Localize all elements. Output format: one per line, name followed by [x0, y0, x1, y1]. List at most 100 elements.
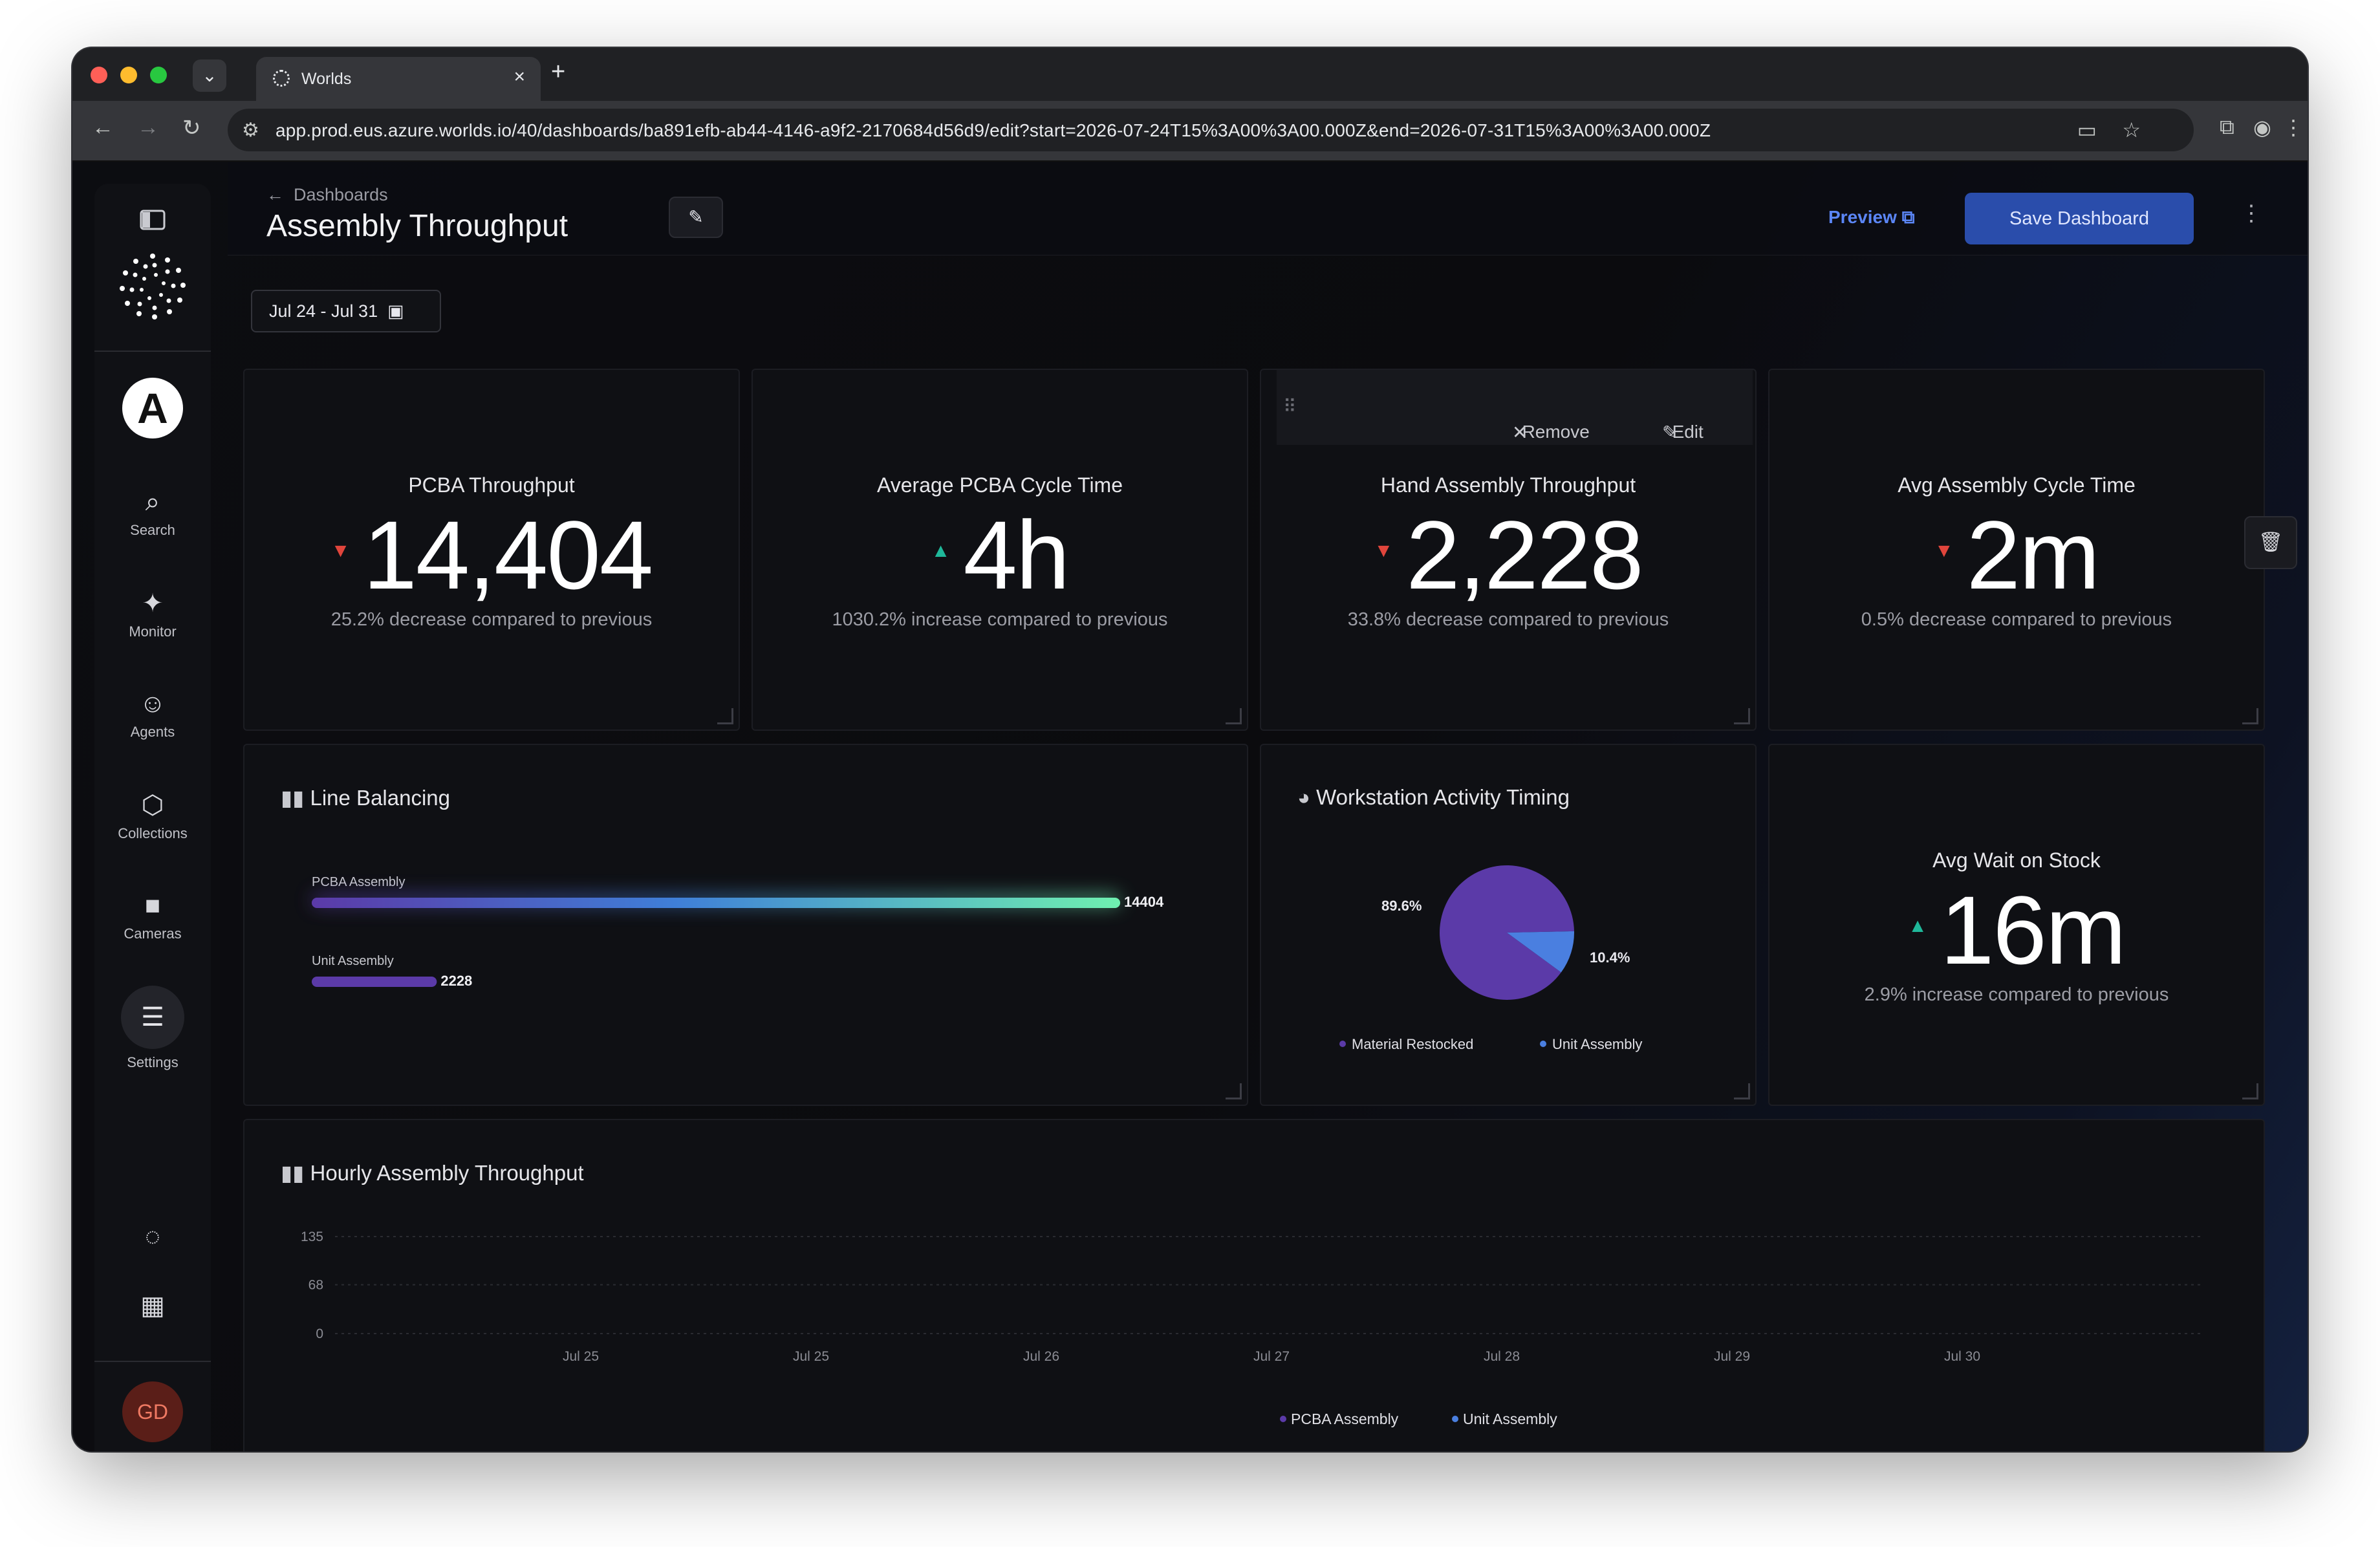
- calendar-icon: ▣: [387, 301, 404, 321]
- resize-handle[interactable]: [717, 708, 733, 724]
- resize-handle[interactable]: [2242, 1083, 2258, 1099]
- workspace-avatar[interactable]: A: [94, 378, 211, 438]
- monitor-icon: ✦: [142, 589, 164, 618]
- pie-chart-icon: ◕: [1297, 785, 1317, 809]
- organization-button[interactable]: ▦: [94, 1291, 211, 1321]
- stat-value: ▼ 14,404: [330, 501, 653, 609]
- url-text[interactable]: app.prod.eus.azure.worlds.io/40/dashboar…: [276, 120, 1711, 140]
- profile-icon[interactable]: ◉: [2253, 116, 2271, 139]
- pie-data-label: 10.4%: [1590, 949, 1630, 966]
- edit-widget-button[interactable]: ✎ Edit: [1662, 422, 1704, 442]
- loading-indicator[interactable]: ◌: [94, 1222, 211, 1251]
- pie-slice: [1507, 931, 1574, 973]
- worlds-logo[interactable]: [94, 251, 211, 325]
- x-tick-label: Jul 27: [1253, 1349, 1290, 1364]
- edit-title-button[interactable]: ✎: [669, 197, 723, 238]
- remove-widget-button[interactable]: ✕ Remove: [1512, 422, 1590, 442]
- stat-card-avg-wait-on-stock[interactable]: Avg Wait on Stock ▲ 16m 2.9% increase com…: [1768, 744, 2265, 1106]
- install-icon[interactable]: ▭: [2077, 118, 2097, 142]
- sidebar-item-cameras[interactable]: ■ Cameras: [94, 891, 211, 942]
- legend-entry: Material Restocked: [1352, 1036, 1473, 1052]
- sidebar-item-collections[interactable]: ⬡ Collections: [94, 790, 211, 842]
- breadcrumb[interactable]: ← Dashboards: [266, 185, 388, 205]
- bar-category-label: PCBA Assembly: [312, 875, 406, 889]
- browser-window: ⌄ Worlds × + ← → ↻ ⚙ app.prod.eus.azure.…: [72, 48, 2308, 1451]
- resize-handle[interactable]: [2242, 708, 2258, 724]
- sidebar-item-agents[interactable]: ☺ Agents: [94, 689, 211, 741]
- dashboard-header: ← Dashboards Assembly Throughput ✎ Previ…: [228, 162, 2308, 255]
- x-tick-label: Jul 28: [1484, 1349, 1520, 1364]
- bar-chart-icon: ▮▮: [281, 1161, 310, 1185]
- extensions-icon[interactable]: ⧉: [2220, 115, 2234, 138]
- plus-icon[interactable]: +: [551, 58, 566, 85]
- site-settings-icon[interactable]: ⚙: [242, 120, 259, 141]
- legend-swatch: [1452, 1416, 1458, 1422]
- stat-value: ▼ 2,228: [1374, 501, 1643, 609]
- browser-tab[interactable]: Worlds ×: [256, 57, 541, 101]
- browser-toolbar: ← → ↻ ⚙ app.prod.eus.azure.worlds.io/40/…: [72, 101, 2308, 162]
- settings-highlight: ☰: [121, 986, 184, 1049]
- hourly-throughput-card[interactable]: ▮▮ Hourly Assembly Throughput 135 68 0 Jul …: [243, 1119, 2265, 1451]
- camera-icon: ■: [144, 891, 161, 920]
- forward-icon[interactable]: →: [137, 115, 159, 140]
- star-icon[interactable]: ☆: [2122, 118, 2141, 142]
- back-icon[interactable]: ←: [92, 115, 114, 140]
- date-range-picker[interactable]: Jul 24 - Jul 31 ▣: [251, 290, 441, 332]
- user-avatar[interactable]: GD: [94, 1381, 211, 1442]
- stat-card-avg-assembly-cycle-time[interactable]: Avg Assembly Cycle Time ▼ 2m 0.5% decreas…: [1768, 369, 2265, 731]
- worlds-favicon-icon: [273, 70, 290, 87]
- breadcrumb-link[interactable]: Dashboards: [294, 185, 388, 204]
- app-root: A ⌕ Search ✦ Monitor ☺ Agents ⬡ Collecti…: [72, 162, 2308, 1451]
- more-options-icon[interactable]: ⋮: [2240, 201, 2262, 226]
- preview-label: Preview: [1828, 207, 1897, 227]
- x-tick-label: Jul 29: [1714, 1349, 1750, 1364]
- resize-handle[interactable]: [1734, 708, 1750, 724]
- bar: [312, 977, 437, 987]
- delete-widget-button[interactable]: 🗑: [2244, 516, 2297, 569]
- tab-bar: ⌄ Worlds × +: [72, 48, 2308, 101]
- sidebar-item-search[interactable]: ⌕ Search: [94, 488, 211, 539]
- maximize-window-button[interactable]: [150, 67, 167, 83]
- sidebar-item-monitor[interactable]: ✦ Monitor: [94, 589, 211, 640]
- card-title: ▮▮ Hourly Assembly Throughput: [281, 1161, 584, 1185]
- sidebar: A ⌕ Search ✦ Monitor ☺ Agents ⬡ Collecti…: [94, 184, 211, 1451]
- close-icon[interactable]: ×: [514, 66, 525, 87]
- resize-handle[interactable]: [1226, 708, 1242, 724]
- pie-slice: [1440, 865, 1574, 1001]
- resize-handle[interactable]: [1226, 1083, 1242, 1099]
- stat-card-hand-assembly-throughput[interactable]: ⠿ ✕ Remove ✎ Edit Hand Assembly Throughp…: [1260, 369, 1757, 731]
- preview-button[interactable]: Preview ⧉: [1828, 207, 1915, 228]
- minimize-window-button[interactable]: [120, 67, 137, 83]
- reload-icon[interactable]: ↻: [182, 116, 201, 140]
- sidebar-item-settings[interactable]: ☰ Settings: [94, 986, 211, 1071]
- stat-label: PCBA Throughput: [408, 473, 575, 497]
- legend-entry: Unit Assembly: [1463, 1411, 1557, 1427]
- stat-label: Avg Wait on Stock: [1932, 849, 2101, 872]
- legend-swatch: [1280, 1416, 1286, 1422]
- worlds-logo-icon: [120, 254, 186, 319]
- close-window-button[interactable]: [91, 67, 107, 83]
- menu-icon[interactable]: ⋮: [2283, 116, 2304, 139]
- external-link-icon: ⧉: [1901, 207, 1915, 227]
- sidebar-item-label: Agents: [130, 724, 175, 740]
- stat-card-pcba-throughput[interactable]: PCBA Throughput ▼ 14,404 25.2% decrease c…: [243, 369, 740, 731]
- resize-handle[interactable]: [1734, 1083, 1750, 1099]
- legend-entry: Unit Assembly: [1552, 1036, 1642, 1052]
- tab-dropdown-icon[interactable]: ⌄: [193, 60, 226, 92]
- sliders-icon: ☰: [141, 1003, 164, 1032]
- sidebar-divider: [94, 1361, 211, 1362]
- stat-label: Average PCBA Cycle Time: [876, 473, 1123, 497]
- sidebar-item-label: Search: [130, 522, 175, 538]
- save-dashboard-button[interactable]: Save Dashboard: [1965, 193, 2194, 244]
- card-title: ◕ Workstation Activity Timing: [1297, 785, 1570, 809]
- line-balancing-card[interactable]: ▮▮ Line Balancing PCBA Assembly 14404 Unit…: [243, 744, 1248, 1106]
- stat-value: ▲ 16m: [1908, 876, 2126, 984]
- stat-comparison: 25.2% decrease compared to previous: [330, 609, 653, 630]
- spinner-icon: ◌: [145, 1222, 160, 1251]
- address-bar[interactable]: ⚙ app.prod.eus.azure.worlds.io/40/dashbo…: [228, 109, 2194, 151]
- workstation-activity-card[interactable]: ◕ Workstation Activity Timing 89.6% 10.4%…: [1260, 744, 1757, 1106]
- drag-handle-icon[interactable]: ⠿: [1283, 396, 1297, 416]
- stat-card-avg-pcba-cycle-time[interactable]: Average PCBA Cycle Time ▲ 4h 1030.2% incr…: [752, 369, 1248, 731]
- sidebar-item-label: Cameras: [124, 925, 182, 942]
- sidebar-toggle[interactable]: [94, 210, 211, 233]
